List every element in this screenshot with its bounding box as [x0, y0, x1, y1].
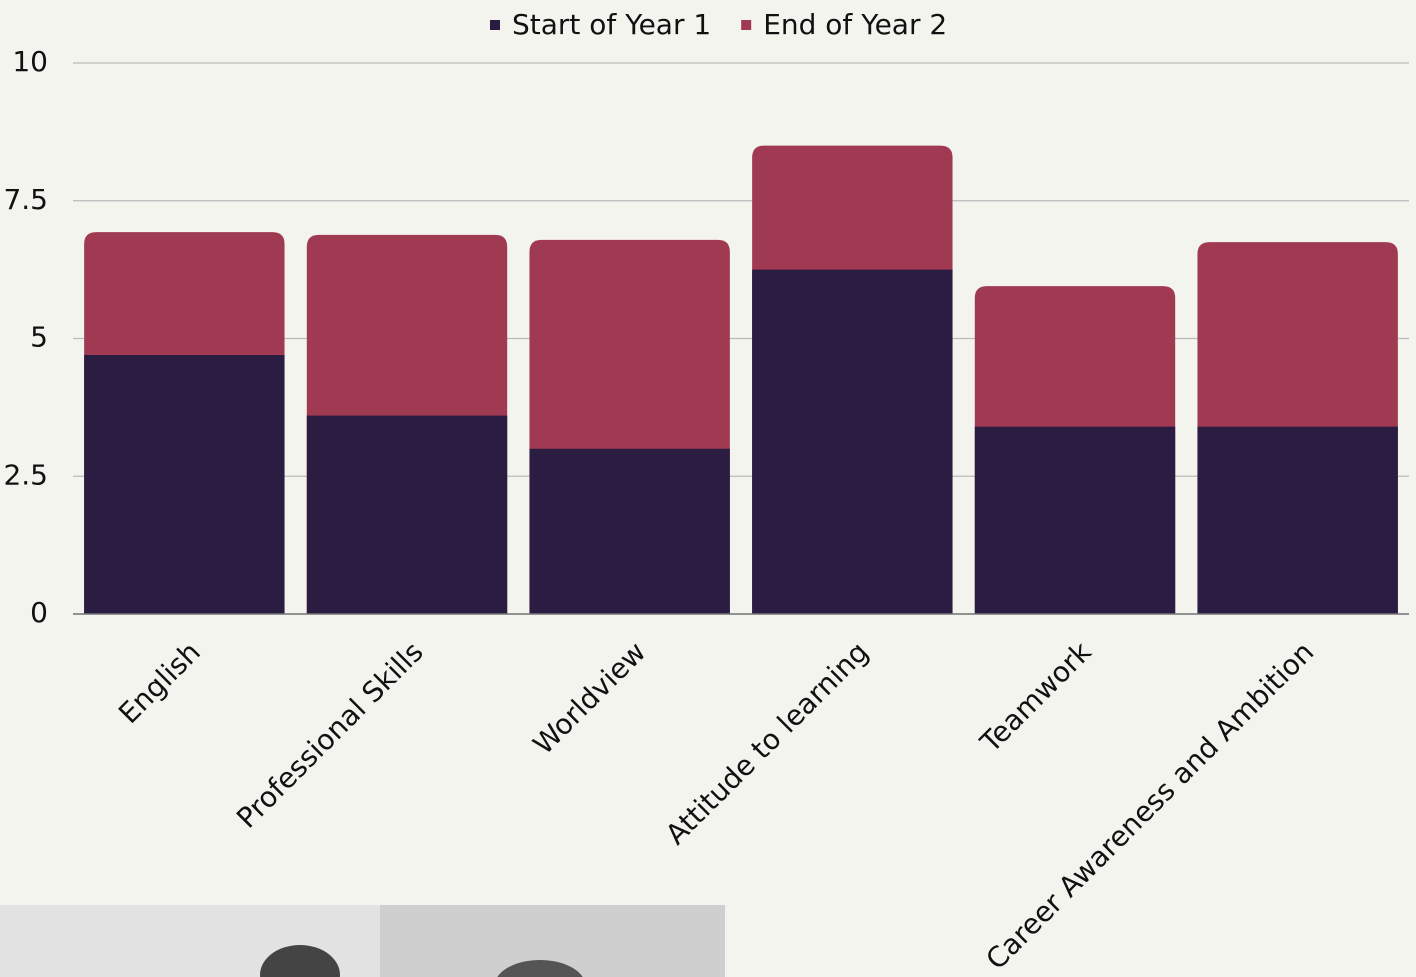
- legend-label: End of Year 2: [763, 8, 947, 41]
- bar: [529, 449, 729, 614]
- page: {"chart_data": {"type": "bar", "mode": "…: [0, 0, 1416, 977]
- bar: [307, 416, 507, 614]
- y-tick-label: 0: [30, 596, 48, 629]
- legend-swatch: [490, 20, 500, 30]
- photo: [0, 905, 725, 977]
- bar: [1197, 427, 1397, 614]
- legend-swatch: [741, 20, 751, 30]
- bar: [975, 427, 1175, 614]
- legend-label: Start of Year 1: [512, 8, 711, 41]
- x-tick-label: Worldview: [527, 635, 653, 761]
- chart: 0 2.5 5 7.5 10 Start of Year 1 End of Year 2 En…: [0, 0, 1416, 977]
- bar: [84, 355, 284, 614]
- x-tick-label: Professional Skills: [230, 635, 429, 834]
- y-tick-label: 2.5: [3, 458, 48, 491]
- x-tick-label: English: [112, 635, 207, 730]
- y-tick-label: 7.5: [3, 183, 48, 216]
- x-tick-label: Attitude to learning: [659, 635, 875, 851]
- y-tick-label: 10: [12, 45, 48, 78]
- y-tick-label: 5: [30, 321, 48, 354]
- bar: [752, 270, 952, 614]
- x-tick-label: Teamwork: [973, 635, 1098, 760]
